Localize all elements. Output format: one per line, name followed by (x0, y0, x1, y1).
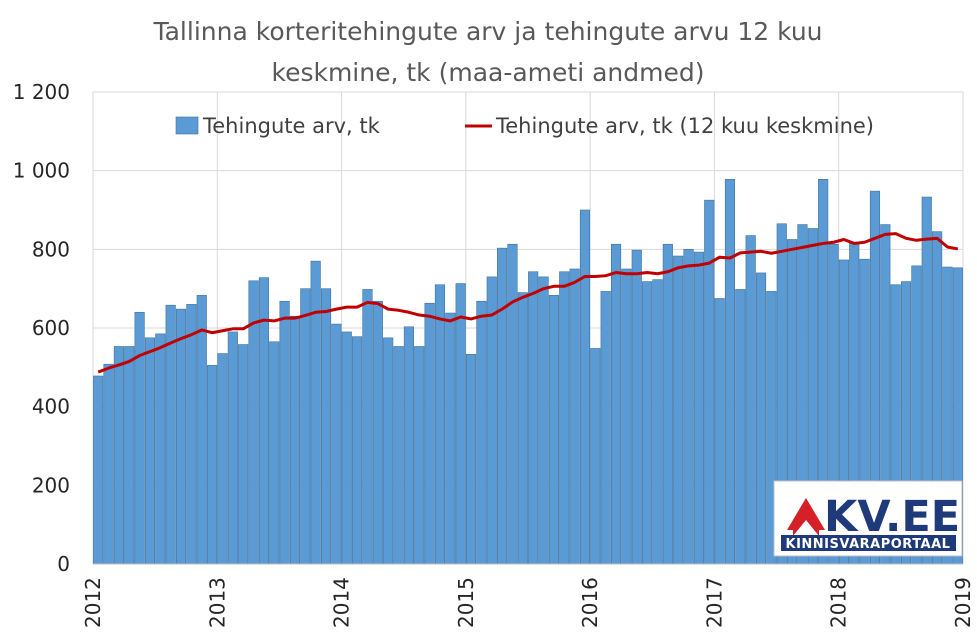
bar (300, 288, 311, 565)
x-tick-label: 2013 (205, 577, 229, 628)
bar (704, 199, 715, 565)
bar (745, 235, 756, 565)
bar (320, 288, 332, 565)
logo-brand: KV.EE (824, 492, 960, 542)
bar (434, 284, 446, 565)
x-tick-label: 2017 (702, 577, 726, 628)
bar (331, 323, 342, 565)
x-axis: 2012 2013 2014 2015 2016 2017 2018 2019 (81, 563, 975, 628)
bar (538, 276, 549, 565)
bar (134, 311, 145, 565)
bar (352, 336, 363, 565)
bar (414, 346, 425, 565)
bar (93, 375, 104, 565)
bar (559, 271, 570, 565)
bar (600, 291, 611, 565)
bar (662, 243, 673, 565)
bar (341, 331, 352, 565)
bar (714, 298, 725, 565)
kv-ee-logo: KV.EE KINNISVARAPORTAAL (773, 480, 963, 557)
legend: Tehingute arv, tk Tehingute arv, tk (12 … (175, 114, 874, 138)
logo-house-icon (787, 498, 825, 536)
bar (289, 315, 301, 565)
bar (144, 337, 156, 565)
bar (735, 289, 746, 565)
y-tick-label: 0 (57, 552, 70, 576)
legend-label-bars: Tehingute arv, tk (202, 114, 381, 138)
bar (517, 292, 528, 565)
bar (103, 363, 114, 565)
bar (693, 251, 704, 565)
bar (207, 365, 218, 565)
bar (569, 268, 580, 565)
y-tick-label: 600 (32, 316, 70, 340)
bar (497, 247, 508, 565)
bar (186, 304, 197, 565)
bar (755, 272, 767, 565)
y-tick-label: 1 000 (13, 159, 70, 183)
bar (621, 268, 632, 565)
x-tick-label: 2016 (578, 577, 602, 628)
bar (403, 326, 414, 565)
bar (217, 353, 228, 565)
gridlines (92, 91, 964, 565)
x-tick-label: 2015 (454, 577, 478, 628)
bar (673, 255, 684, 565)
bar (548, 295, 559, 565)
x-tick-label: 2019 (951, 577, 975, 628)
bar (424, 302, 435, 565)
bar (683, 249, 694, 565)
bar (372, 300, 383, 565)
bar (465, 354, 477, 565)
bar (227, 331, 238, 565)
y-tick-label: 200 (32, 473, 70, 497)
bar (724, 179, 736, 565)
legend-swatch-bars (175, 116, 199, 135)
average-line (97, 232, 959, 374)
bar (113, 346, 124, 565)
legend-label-line: Tehingute arv, tk (12 kuu keskmine) (495, 114, 874, 138)
chart-title-line-2: keskmine, tk (maa-ameti andmed) (271, 58, 704, 87)
x-tick-label: 2018 (827, 577, 851, 628)
bar (610, 243, 622, 565)
y-axis: 0 200 400 600 800 1 000 1 200 (13, 80, 70, 576)
bar (579, 209, 591, 565)
bar (486, 276, 497, 565)
bar (590, 348, 601, 565)
bar (238, 344, 249, 565)
bar (631, 249, 642, 565)
x-tick-label: 2012 (81, 577, 105, 628)
bar (393, 346, 404, 565)
bar (445, 312, 456, 565)
y-tick-label: 1 200 (13, 80, 70, 104)
average-line-series (97, 232, 959, 374)
bar (269, 341, 280, 565)
bar (507, 243, 518, 565)
chart-title-line-1: Tallinna korteritehingute arv ja tehingu… (152, 17, 822, 46)
bar (528, 271, 539, 565)
bar (652, 279, 663, 565)
bar (196, 295, 207, 565)
bar (279, 300, 290, 565)
y-tick-label: 800 (32, 237, 70, 261)
bar (455, 283, 466, 565)
logo-tagline-bg (781, 535, 956, 551)
bar (155, 333, 166, 565)
bar (476, 300, 487, 565)
x-tick-label: 2014 (330, 577, 354, 628)
bar (383, 337, 394, 565)
bar (124, 346, 135, 565)
bar (642, 281, 653, 565)
bar (310, 260, 321, 565)
bar (175, 308, 187, 565)
y-tick-label: 400 (32, 395, 70, 419)
logo-tagline: KINNISVARAPORTAAL (786, 537, 951, 552)
bar (362, 289, 373, 565)
